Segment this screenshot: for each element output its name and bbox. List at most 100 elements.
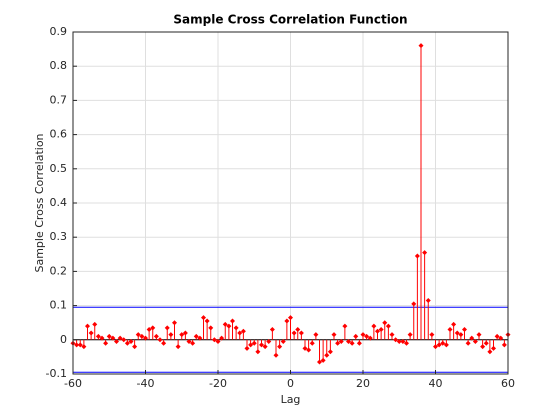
stem-marker xyxy=(135,332,141,338)
mark-layer xyxy=(70,43,511,373)
stem-marker xyxy=(201,315,206,321)
stem-marker xyxy=(335,340,341,346)
y-tick-label: -0.1 xyxy=(46,367,67,380)
x-tick-label: 40 xyxy=(429,377,443,390)
stem-marker xyxy=(99,335,105,341)
stem-marker xyxy=(266,339,272,345)
stem-marker xyxy=(360,332,366,338)
stem-marker xyxy=(85,323,90,329)
stem-marker xyxy=(396,339,402,345)
y-tick-label: 0.4 xyxy=(50,196,68,209)
stem-marker xyxy=(172,320,177,326)
x-tick-label: -20 xyxy=(209,377,227,390)
stem-marker xyxy=(190,340,196,346)
stem-marker xyxy=(175,344,181,350)
stem-marker xyxy=(280,339,286,345)
stem-marker xyxy=(132,344,138,350)
y-tick-label: 0.3 xyxy=(50,230,68,243)
stem-marker xyxy=(400,339,406,345)
stem-marker xyxy=(88,330,94,336)
stem-marker xyxy=(110,335,116,341)
stem-marker xyxy=(317,359,322,365)
x-tick-label: -60 xyxy=(64,377,82,390)
y-tick-label: 0.2 xyxy=(50,264,68,277)
stem-marker xyxy=(103,340,109,346)
stem-marker xyxy=(74,342,80,348)
stem-marker xyxy=(407,332,413,338)
stem-marker xyxy=(385,323,391,329)
x-tick-label: 60 xyxy=(501,377,515,390)
stem-marker xyxy=(182,330,188,336)
stem-marker xyxy=(208,325,214,331)
stem-marker xyxy=(313,332,319,338)
stem-marker xyxy=(462,327,467,333)
stem-marker xyxy=(288,315,293,321)
stem-marker xyxy=(240,328,246,334)
x-tick-label: -40 xyxy=(137,377,155,390)
stem-marker xyxy=(320,357,326,363)
stem-marker xyxy=(309,340,315,346)
stem-marker xyxy=(458,332,464,338)
stem-marker xyxy=(92,321,98,327)
stem-marker xyxy=(211,337,217,343)
stem-marker xyxy=(259,342,264,348)
stem-marker xyxy=(382,320,388,326)
stem-marker xyxy=(324,352,330,358)
stem-marker xyxy=(128,339,134,345)
stem-marker xyxy=(106,333,112,339)
stem-marker xyxy=(277,344,283,350)
stem-marker xyxy=(487,349,493,355)
stem-marker xyxy=(193,333,199,339)
stem-marker xyxy=(389,332,395,338)
y-tick-label: 0.9 xyxy=(50,25,68,38)
stem-marker xyxy=(393,337,399,343)
stem-marker xyxy=(233,325,239,331)
stem-marker xyxy=(143,335,148,341)
stem-marker xyxy=(121,337,127,343)
stem-marker xyxy=(356,340,362,346)
stem-marker xyxy=(244,345,250,351)
stem-marker xyxy=(226,323,232,329)
stem-marker xyxy=(164,325,170,331)
stem-marker xyxy=(411,301,417,307)
y-tick-label: 0.5 xyxy=(50,162,68,175)
stem-marker xyxy=(371,323,377,329)
stem-marker xyxy=(364,333,370,339)
stem-marker xyxy=(237,330,243,336)
stem-marker xyxy=(429,332,435,338)
stem-marker xyxy=(422,250,428,256)
stem-marker xyxy=(404,340,409,346)
stem-marker xyxy=(157,337,163,343)
stem-marker xyxy=(81,344,87,350)
stem-marker xyxy=(465,340,471,346)
stem-marker xyxy=(436,342,442,348)
stem-marker xyxy=(248,342,254,348)
stem-marker xyxy=(472,339,478,345)
stem-marker xyxy=(269,327,275,333)
stem-marker xyxy=(346,339,351,345)
stem-marker xyxy=(480,344,486,350)
stem-marker xyxy=(251,340,257,346)
x-tick-label: 0 xyxy=(287,377,294,390)
stem-marker xyxy=(284,318,290,324)
stem-marker xyxy=(262,344,268,350)
stem-marker xyxy=(222,321,228,327)
stem-marker xyxy=(443,342,449,348)
stem-marker xyxy=(440,340,446,346)
stem-marker xyxy=(433,344,438,350)
stem-marker xyxy=(291,330,297,336)
stem-marker xyxy=(204,318,210,324)
y-tick-label: 0.8 xyxy=(50,59,68,72)
stem-marker xyxy=(418,43,424,49)
stem-marker xyxy=(230,318,235,324)
stem-marker xyxy=(302,345,308,351)
stem-marker xyxy=(139,333,145,339)
stem-marker xyxy=(77,342,83,348)
stem-marker xyxy=(491,345,496,351)
stem-marker xyxy=(447,327,453,333)
stem-marker xyxy=(146,327,152,333)
stem-marker xyxy=(197,335,203,341)
